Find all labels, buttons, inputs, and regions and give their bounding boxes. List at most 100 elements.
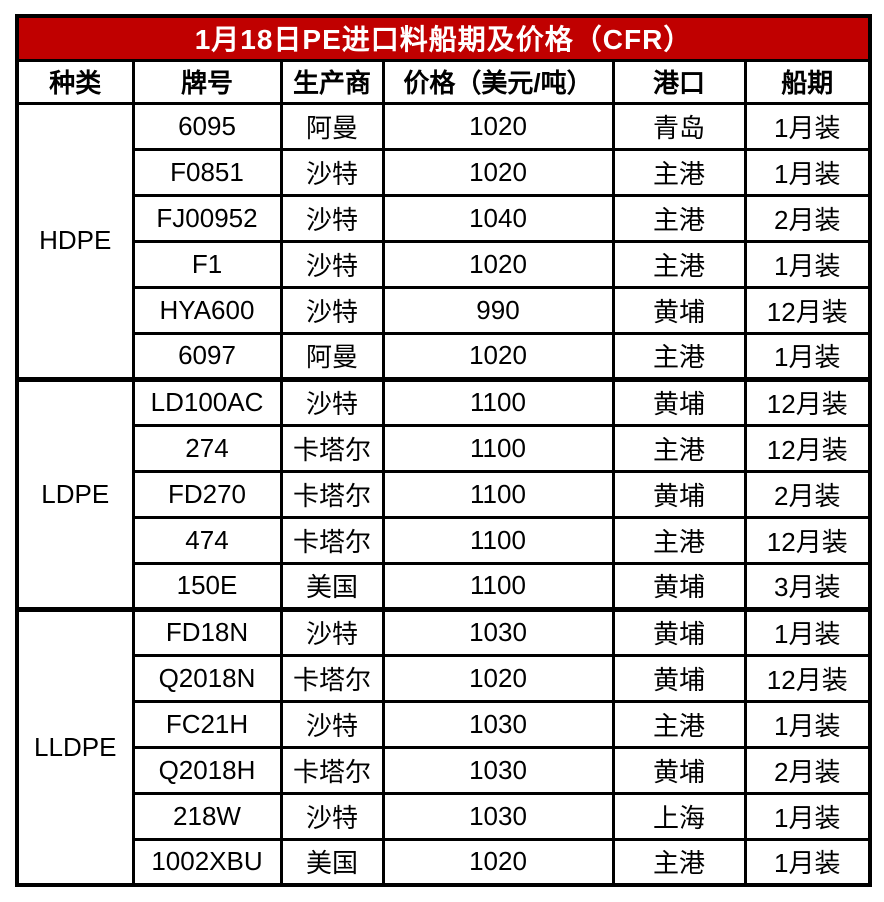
producer-cell: 沙特: [279, 285, 385, 335]
producer-cell: 卡塔尔: [279, 469, 385, 519]
shipment-cell: 2月装: [743, 745, 872, 795]
table-row: F0851 沙特 1020 主港 1月装: [17, 147, 872, 197]
shipment-cell: 12月装: [743, 423, 872, 473]
producer-cell: 沙特: [279, 606, 385, 657]
header-price: 价格（美元/吨）: [381, 58, 615, 105]
price-cell: 1020: [381, 653, 615, 703]
port-cell: 主港: [611, 147, 747, 197]
port-cell: 上海: [611, 791, 747, 841]
grade-cell: 474: [131, 515, 283, 565]
producer-cell: 沙特: [279, 791, 385, 841]
price-cell: 1030: [381, 699, 615, 749]
table-row: FJ00952 沙特 1040 主港 2月装: [17, 193, 872, 243]
port-cell: 黄埔: [611, 285, 747, 335]
port-cell: 黄埔: [611, 653, 747, 703]
grade-cell: FD18N: [131, 606, 283, 657]
grade-cell: LD100AC: [131, 376, 283, 427]
grade-cell: FJ00952: [131, 193, 283, 243]
table-title-row: 1月18日PE进口料船期及价格（CFR）: [15, 14, 872, 62]
shipment-cell: 1月装: [743, 239, 872, 289]
price-cell: 1040: [381, 193, 615, 243]
table-row: 274 卡塔尔 1100 主港 12月装: [17, 423, 872, 473]
port-cell: 主港: [611, 515, 747, 565]
header-shipment: 船期: [743, 58, 872, 105]
shipment-cell: 1月装: [743, 147, 872, 197]
table-row: FD270 卡塔尔 1100 黄埔 2月装: [17, 469, 872, 519]
port-cell: 黄埔: [611, 606, 747, 657]
category-cell: HDPE: [15, 101, 135, 381]
table-head: 1月18日PE进口料船期及价格（CFR） 种类 牌号 生产商 价格（美元/吨） …: [15, 14, 872, 105]
grade-cell: FC21H: [131, 699, 283, 749]
shipment-cell: 1月装: [743, 606, 872, 657]
shipment-cell: 12月装: [743, 653, 872, 703]
price-cell: 1100: [381, 469, 615, 519]
price-cell: 1030: [381, 791, 615, 841]
table-row: LLDPE FD18N 沙特 1030 黄埔 1月装: [15, 606, 872, 887]
port-cell: 主港: [611, 331, 747, 381]
producer-cell: 阿曼: [279, 331, 385, 381]
producer-cell: 美国: [279, 837, 385, 887]
price-cell: 1100: [381, 515, 615, 565]
shipment-cell: 12月装: [743, 515, 872, 565]
table-row: F1 沙特 1020 主港 1月装: [17, 239, 872, 289]
producer-cell: 卡塔尔: [279, 423, 385, 473]
table-row: Q2018N 卡塔尔 1020 黄埔 12月装: [17, 653, 872, 703]
grade-cell: Q2018H: [131, 745, 283, 795]
grade-cell: 274: [131, 423, 283, 473]
table-row: 474 卡塔尔 1100 主港 12月装: [17, 515, 872, 565]
category-cell: LDPE: [15, 376, 135, 611]
grade-cell: F1: [131, 239, 283, 289]
header-category: 种类: [15, 58, 135, 105]
producer-cell: 卡塔尔: [279, 653, 385, 703]
producer-cell: 美国: [279, 561, 385, 611]
table-row: 218W 沙特 1030 上海 1月装: [17, 791, 872, 841]
shipment-cell: 1月装: [743, 791, 872, 841]
port-cell: 主港: [611, 239, 747, 289]
producer-cell: 卡塔尔: [279, 515, 385, 565]
table-row: HDPE 6095 阿曼 1020 青岛 1月装: [15, 101, 872, 381]
producer-cell: 沙特: [279, 239, 385, 289]
grade-cell: HYA600: [131, 285, 283, 335]
header-grade: 牌号: [131, 58, 283, 105]
grade-cell: 6095: [131, 101, 283, 151]
shipment-cell: 1月装: [743, 699, 872, 749]
price-cell: 1020: [381, 837, 615, 887]
grade-cell: 1002XBU: [131, 837, 283, 887]
price-cell: 1030: [381, 606, 615, 657]
shipment-cell: 3月装: [743, 561, 872, 611]
grade-cell: 150E: [131, 561, 283, 611]
port-cell: 黄埔: [611, 561, 747, 611]
price-cell: 1100: [381, 376, 615, 427]
table-header-row: 种类 牌号 生产商 价格（美元/吨） 港口 船期: [15, 58, 872, 105]
producer-cell: 沙特: [279, 147, 385, 197]
grade-cell: Q2018N: [131, 653, 283, 703]
category-cell: LLDPE: [15, 606, 135, 887]
port-cell: 黄埔: [611, 745, 747, 795]
table-row: FC21H 沙特 1030 主港 1月装: [17, 699, 872, 749]
price-cell: 990: [381, 285, 615, 335]
header-producer: 生产商: [279, 58, 385, 105]
grade-cell: 6097: [131, 331, 283, 381]
price-cell: 1020: [381, 147, 615, 197]
port-cell: 主港: [611, 423, 747, 473]
shipment-cell: 1月装: [743, 101, 872, 151]
port-cell: 主港: [611, 193, 747, 243]
shipment-cell: 1月装: [743, 331, 872, 381]
producer-cell: 沙特: [279, 193, 385, 243]
producer-cell: 卡塔尔: [279, 745, 385, 795]
port-cell: 主港: [611, 699, 747, 749]
table-row: 1002XBU 美国 1020 主港 1月装: [17, 837, 872, 887]
producer-cell: 阿曼: [279, 101, 385, 151]
shipment-cell: 2月装: [743, 193, 872, 243]
price-cell: 1020: [381, 239, 615, 289]
table-row: 150E 美国 1100 黄埔 3月装: [17, 561, 872, 611]
table-row: Q2018H 卡塔尔 1030 黄埔 2月装: [17, 745, 872, 795]
port-cell: 黄埔: [611, 376, 747, 427]
shipment-cell: 12月装: [743, 376, 872, 427]
shipment-cell: 2月装: [743, 469, 872, 519]
grade-cell: FD270: [131, 469, 283, 519]
price-cell: 1100: [381, 423, 615, 473]
port-cell: 主港: [611, 837, 747, 887]
table-row: HYA600 沙特 990 黄埔 12月装: [17, 285, 872, 335]
